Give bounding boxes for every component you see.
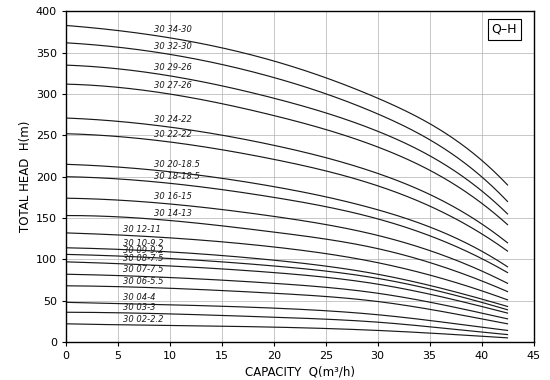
Text: 30 06-5.5: 30 06-5.5 bbox=[123, 277, 164, 285]
X-axis label: CAPACITY  Q(m³/h): CAPACITY Q(m³/h) bbox=[245, 365, 355, 378]
Text: Q–H: Q–H bbox=[492, 23, 517, 36]
Text: 30 16-15: 30 16-15 bbox=[155, 192, 192, 201]
Text: 30 07-7.5: 30 07-7.5 bbox=[123, 266, 164, 274]
Y-axis label: TOTAL HEAD  H(m): TOTAL HEAD H(m) bbox=[19, 121, 32, 233]
Text: 30 22-22: 30 22-22 bbox=[155, 130, 192, 139]
Text: 30 27-26: 30 27-26 bbox=[155, 81, 192, 90]
Text: 30 03-3: 30 03-3 bbox=[123, 302, 156, 312]
Text: 30 12-11: 30 12-11 bbox=[123, 225, 161, 234]
Text: 30 14-13: 30 14-13 bbox=[155, 209, 192, 218]
Text: 30 24-22: 30 24-22 bbox=[155, 115, 192, 124]
Text: 30 32-30: 30 32-30 bbox=[155, 42, 192, 51]
Text: 30 34-30: 30 34-30 bbox=[155, 25, 192, 34]
Text: 30 20-18.5: 30 20-18.5 bbox=[155, 160, 200, 169]
Text: 30 09-9.2: 30 09-9.2 bbox=[123, 246, 164, 255]
Text: 30 08-7.5: 30 08-7.5 bbox=[123, 253, 164, 263]
Text: 30 29-26: 30 29-26 bbox=[155, 63, 192, 72]
Text: 30 18-18.5: 30 18-18.5 bbox=[155, 171, 200, 180]
Text: 30 10-9.2: 30 10-9.2 bbox=[123, 239, 164, 248]
Text: 30 02-2.2: 30 02-2.2 bbox=[123, 315, 164, 324]
Text: 30 04-4: 30 04-4 bbox=[123, 293, 156, 302]
